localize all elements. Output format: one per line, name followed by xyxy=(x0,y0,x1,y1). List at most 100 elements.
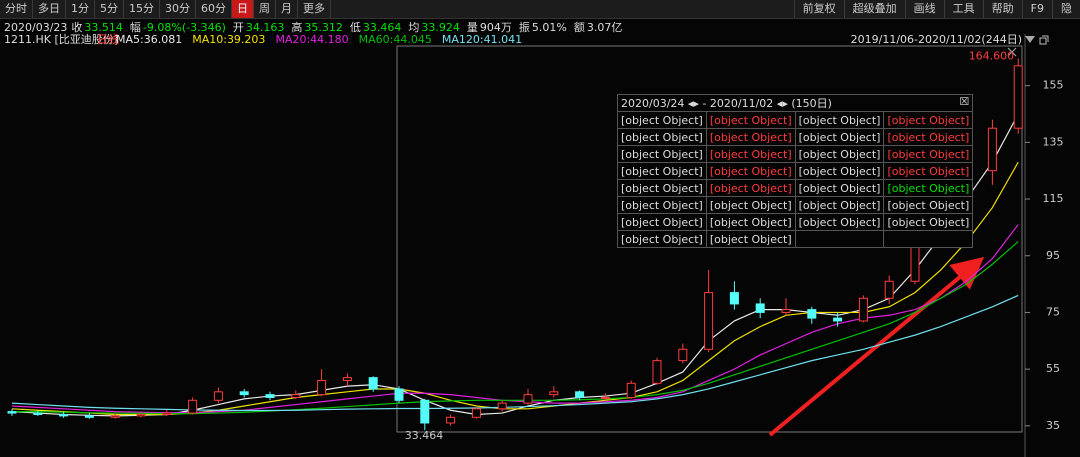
selection-box xyxy=(396,45,1023,433)
window-icon[interactable] xyxy=(1039,35,1049,45)
stats-row: [object Object] [object Object] [object Ob… xyxy=(617,128,974,146)
candle-body xyxy=(497,402,507,410)
tool-button[interactable]: 工具 xyxy=(943,0,983,18)
tab-button[interactable]: 30分 xyxy=(160,0,196,18)
legend-entry: MA120:41.041 xyxy=(442,33,522,46)
tab-button[interactable]: 更多 xyxy=(298,0,331,18)
tool-button[interactable]: 帮助 xyxy=(982,0,1022,18)
candle-body xyxy=(110,415,120,418)
stats-value: [object Object] xyxy=(705,213,796,231)
candle-body xyxy=(523,394,533,404)
stats-label: [object Object] xyxy=(617,111,707,129)
candle-body xyxy=(781,309,791,313)
stats-label: [object Object] xyxy=(617,230,707,248)
candle-body xyxy=(755,303,765,313)
stats-label: [object Object] xyxy=(794,128,885,146)
tool-button[interactable]: F9 xyxy=(1021,0,1052,18)
stats-label: [object Object] xyxy=(617,162,707,180)
stats-label: [object Object] xyxy=(794,111,885,129)
candle-body xyxy=(807,309,817,319)
y-tick-label: 95 xyxy=(1046,249,1060,262)
info-label: 量 xyxy=(466,21,478,34)
stats-empty xyxy=(883,230,974,248)
stats-label: [object Object] xyxy=(617,145,707,163)
candle-body xyxy=(394,388,404,401)
candle-body xyxy=(704,292,714,350)
stats-row: [object Object] [object Object] [object Ob… xyxy=(617,196,974,214)
info-value: 904万 xyxy=(479,21,512,34)
stats-label: [object Object] xyxy=(794,145,885,163)
ma-line xyxy=(12,241,1019,415)
candle-body xyxy=(59,413,69,417)
ma-line xyxy=(11,224,1019,414)
stats-label: [object Object] xyxy=(794,196,885,214)
close-icon[interactable] xyxy=(1007,47,1017,57)
stats-value: [object Object] xyxy=(883,162,974,180)
close-icon[interactable]: ☒ xyxy=(959,95,970,108)
info-value: 5.01% xyxy=(531,20,567,34)
tool-button[interactable]: 隐 xyxy=(1052,0,1080,18)
info-bar: 2020/03/23 收 33.514 幅 -9.08%(-3.346) 开 34.163 高… xyxy=(0,19,1080,35)
candle-body xyxy=(162,412,172,415)
tab-button[interactable]: 日 xyxy=(232,0,254,18)
y-tick-label: 75 xyxy=(1046,305,1060,318)
tool-button[interactable]: 超级叠加 xyxy=(843,0,905,18)
tab-button[interactable]: 分时 xyxy=(0,0,33,18)
stats-value: [object Object] xyxy=(705,196,796,214)
info-label: 低 xyxy=(349,21,361,34)
info-label: 高 xyxy=(291,21,303,34)
legend-entry: MA10:39.203 xyxy=(192,33,265,46)
tab-button[interactable]: 月 xyxy=(276,0,298,18)
info-value: 33.924 xyxy=(421,20,460,34)
arrow xyxy=(768,256,985,437)
info-label: 收 xyxy=(71,21,83,34)
stats-header: 2020/03/24 ◂▸ - 2020/11/02 ◂▸ (150日) ☒ xyxy=(616,94,974,112)
high-label: 164.600 xyxy=(969,49,1015,62)
stats-value: [object Object] xyxy=(705,162,796,180)
stats-value: [object Object] xyxy=(705,111,796,129)
tab-button[interactable]: 多日 xyxy=(33,0,66,18)
candle-body xyxy=(833,317,843,322)
stats-label: [object Object] xyxy=(617,213,707,231)
candle-body xyxy=(368,377,378,390)
dropdown-icon[interactable] xyxy=(1025,36,1035,43)
stats-row: [object Object] [object Object] [object Ob… xyxy=(617,213,974,231)
candle-body xyxy=(549,391,559,396)
info-label: 幅 xyxy=(129,21,141,34)
candle-body xyxy=(342,377,352,381)
candle-body xyxy=(858,297,868,322)
stats-label: [object Object] xyxy=(617,128,707,146)
tab-button[interactable]: 1分 xyxy=(66,0,95,18)
candle-body xyxy=(420,399,430,424)
low-label: 33.464 xyxy=(405,429,444,442)
stats-row: [object Object] [object Object] [object Ob… xyxy=(617,111,974,129)
tab-button[interactable]: 15分 xyxy=(124,0,160,18)
candle-body xyxy=(84,415,94,418)
info-label: 均 xyxy=(408,21,420,34)
stats-value: [object Object] xyxy=(883,213,974,231)
candle-body xyxy=(987,127,997,172)
stats-value: [object Object] xyxy=(883,128,974,146)
tool-button[interactable]: 前复权 xyxy=(793,0,844,18)
stats-row: [object Object] [object Object] [object Ob… xyxy=(617,179,974,197)
candle-body xyxy=(600,396,610,399)
tab-button[interactable]: 周 xyxy=(254,0,276,18)
stats-value: [object Object] xyxy=(883,179,974,197)
tab-button[interactable]: 5分 xyxy=(95,0,124,18)
symbol: 1211.HK [比亚迪股份] xyxy=(4,33,118,46)
stats-label: [object Object] xyxy=(794,179,885,197)
candle-body xyxy=(213,391,223,401)
candle-body xyxy=(884,280,894,299)
candle-body xyxy=(291,394,301,398)
stats-label: [object Object] xyxy=(794,162,885,180)
stats-value: [object Object] xyxy=(705,128,796,146)
candle-body xyxy=(678,348,688,362)
candle-body xyxy=(188,399,198,414)
stats-value: [object Object] xyxy=(883,196,974,214)
tab-button[interactable]: 60分 xyxy=(196,0,232,18)
tool-button[interactable]: 画线 xyxy=(904,0,944,18)
stats-value: [object Object] xyxy=(705,179,796,197)
candle-body xyxy=(265,394,275,398)
info-value: 33.464 xyxy=(362,20,402,34)
